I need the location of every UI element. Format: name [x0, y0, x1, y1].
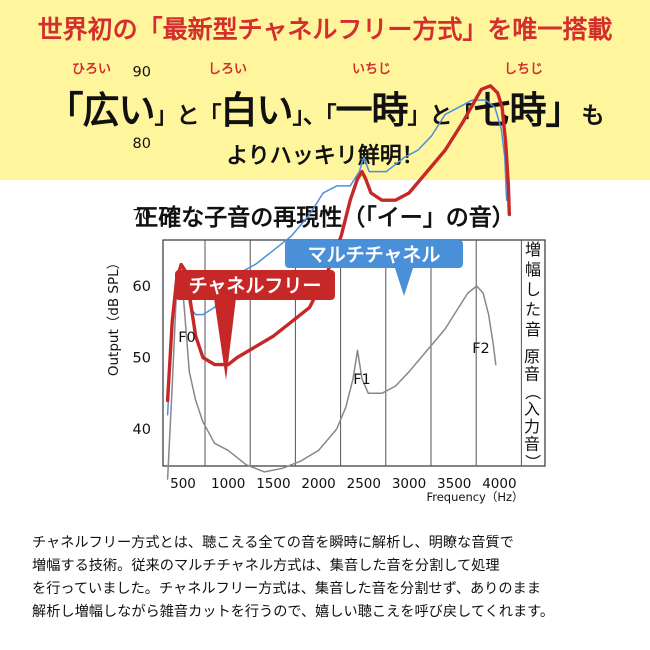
headline-line1: 世界初の「最新型チャネルフリー方式」を唯一搭載: [37, 15, 613, 44]
series-line-1: [166, 99, 508, 416]
description: チャネルフリー方式とは、聴こえる全ての音を瞬時に解析し、明瞭な音質で 増幅する技…: [32, 532, 632, 624]
connector-mo: も: [581, 103, 605, 129]
x-tick-label: 3000: [392, 476, 426, 492]
annotation-f1: F1: [353, 372, 371, 388]
callout-label-multichannel: マルチチャネル: [308, 244, 441, 266]
svg-text:原: 原: [524, 347, 540, 366]
annotation-f0: F0: [178, 330, 196, 346]
ruby-shichiji: しちじ: [504, 62, 544, 77]
x-tick-label: 3500: [437, 476, 471, 492]
description-line: 解析し増幅しながら雑音カットを行うので、嬉しい聴こえを呼び戻してくれます。: [32, 604, 555, 620]
svg-text:力: 力: [524, 417, 540, 436]
headline-banner: [0, 0, 650, 180]
callout-box-multichannel: [285, 240, 463, 268]
callout-pointer-multichannel: [394, 265, 414, 296]
description-line: チャネルフリー方式とは、聴こえる全ての音を瞬時に解析し、明瞭な音質で: [32, 535, 514, 551]
x-tick-label: 2500: [347, 476, 381, 492]
x-tick-label: 4000: [482, 476, 516, 492]
y-tick-label: 80: [133, 136, 151, 152]
y-tick-label: 50: [133, 351, 151, 367]
headline-line2: 「広い」と「白い」、「一時」と「七時」も: [0, 80, 650, 134]
x-tick-label: 1500: [256, 476, 290, 492]
svg-text:音: 音: [524, 365, 540, 384]
y-axis-label: Output（dB SPL）: [106, 256, 122, 376]
svg-text:（: （: [523, 384, 542, 400]
chart-title: 正確な子音の再現性（「イー」の音）: [135, 205, 515, 231]
y-tick-label: 90: [133, 65, 151, 81]
connector-to: 」と「: [154, 103, 222, 129]
svg-text:増: 増: [525, 240, 541, 259]
svg-text:た: た: [525, 300, 541, 319]
svg-text:入: 入: [524, 400, 540, 419]
callout-label-channel-free: チャネルフリー: [189, 275, 322, 297]
description-line: を行っていました。チャネルフリー方式は、集音した音を分割せず、ありのまま: [32, 581, 541, 597]
word-shichiji: 七時: [473, 89, 547, 132]
bracket-open: 「: [46, 89, 84, 132]
svg-text:し: し: [525, 280, 541, 299]
x-tick-label: 2000: [301, 476, 335, 492]
ruby-hiroi: ひろい: [72, 62, 112, 77]
callout-box-channel-free: [175, 270, 335, 300]
y-tick-label: 60: [133, 279, 151, 295]
series-line-2: [166, 270, 497, 480]
annotation-f2: F2: [472, 341, 490, 357]
svg-text:）: ）: [523, 454, 542, 470]
word-shiroi: 白い: [220, 89, 294, 132]
callout-pointer-channel-free: [214, 298, 236, 380]
description-line: 増幅する技術。従来のマルチチャネル方式は、集音した音を分割して処理: [32, 558, 500, 574]
svg-text:幅: 幅: [525, 260, 541, 279]
y-tick-label: 70: [133, 208, 151, 224]
x-axis-label: Frequency（Hz）: [426, 490, 523, 504]
svg-text:音: 音: [524, 435, 540, 454]
word-hiroi: 広い: [82, 89, 156, 132]
x-tick-label: 1000: [211, 476, 245, 492]
series-line-0: [165, 84, 511, 403]
ruby-ichiji: いちじ: [352, 62, 392, 77]
bracket-close: 」: [545, 89, 583, 132]
word-ichiji: 一時: [335, 89, 409, 132]
ruby-shiroi: しろい: [208, 62, 248, 77]
svg-text:音: 音: [525, 320, 541, 339]
connector-comma: 」、「: [292, 103, 337, 129]
side-label-original: 原音（入力音）: [523, 347, 542, 470]
y-tick-label: 40: [133, 422, 151, 438]
headline-line3: よりハッキリ鮮明！: [226, 144, 424, 169]
connector-to-2: 」と「: [407, 103, 475, 129]
x-tick-label: 500: [170, 476, 196, 492]
